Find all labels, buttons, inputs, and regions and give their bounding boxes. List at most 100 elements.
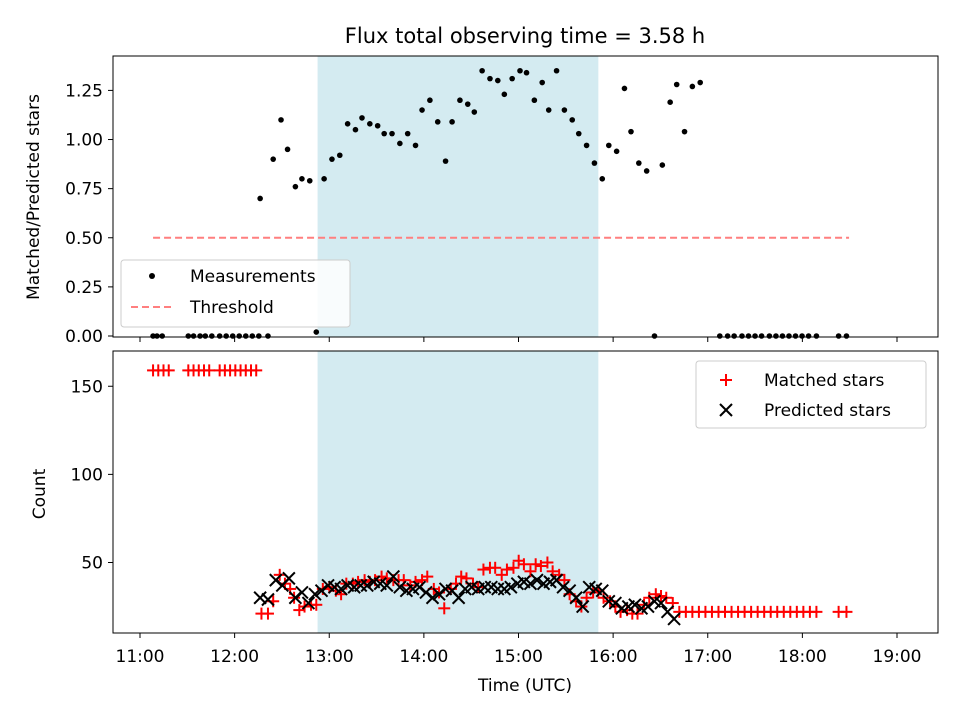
measurement-point bbox=[185, 333, 192, 339]
measurement-point bbox=[336, 152, 343, 159]
measurement-point bbox=[397, 140, 403, 147]
measurement-point bbox=[523, 69, 530, 76]
measurement-point bbox=[531, 97, 538, 104]
x-axis-label: Time (UTC) bbox=[477, 676, 572, 696]
predicted-star-point bbox=[575, 599, 590, 614]
measurement-point bbox=[545, 107, 552, 113]
ratio-panel-frame bbox=[112, 55, 939, 338]
measurement-point bbox=[404, 130, 411, 137]
measurement-point bbox=[381, 130, 387, 137]
measurement-point bbox=[724, 333, 731, 339]
predicted-star-point bbox=[386, 569, 401, 584]
legend-threshold-label: Threshold bbox=[189, 298, 274, 318]
predicted-star-point bbox=[393, 580, 407, 594]
measurement-point bbox=[190, 333, 197, 339]
predicted-star-point bbox=[628, 598, 642, 612]
predicted-star-point bbox=[425, 591, 440, 605]
matched-star-point bbox=[534, 560, 547, 573]
measurement-point bbox=[758, 333, 765, 339]
measurement-point bbox=[766, 333, 773, 339]
measurement-point bbox=[389, 130, 395, 137]
measurement-point bbox=[697, 79, 703, 86]
x-tick-label: 15:00 bbox=[494, 647, 543, 667]
measurement-point bbox=[575, 130, 582, 137]
predicted-star-point bbox=[282, 571, 296, 586]
predicted-star-point bbox=[569, 591, 583, 605]
measurement-point bbox=[344, 121, 351, 127]
predicted-star-point bbox=[530, 573, 544, 587]
ratio-y-tick-label: 0.00 bbox=[65, 327, 103, 347]
measurement-point bbox=[779, 333, 786, 339]
predicted-star-point bbox=[261, 592, 275, 607]
predicted-star-point bbox=[308, 587, 322, 601]
measurement-point bbox=[786, 333, 792, 339]
matched-star-point bbox=[162, 364, 175, 377]
legend-measurements-marker bbox=[149, 273, 155, 279]
measurement-point bbox=[306, 177, 313, 184]
measurement-point bbox=[209, 333, 215, 339]
measurement-point bbox=[628, 128, 634, 135]
measurement-point bbox=[599, 176, 606, 182]
matched-star-point bbox=[643, 591, 656, 604]
measurement-point bbox=[434, 119, 441, 125]
ratio-y-tick-label: 0.50 bbox=[65, 229, 103, 249]
matched-star-point bbox=[261, 607, 274, 620]
measurement-point bbox=[689, 83, 696, 90]
measurement-point bbox=[374, 122, 381, 129]
measurement-point bbox=[242, 333, 249, 339]
x-tick-label: 13:00 bbox=[305, 647, 354, 667]
x-tick-label: 19:00 bbox=[873, 647, 922, 667]
measurement-point bbox=[745, 333, 752, 339]
measurement-point bbox=[313, 329, 320, 335]
count-panel-frame bbox=[112, 350, 939, 634]
measurement-point bbox=[731, 333, 737, 339]
measurement-point bbox=[367, 121, 373, 127]
legend-predicted-marker bbox=[719, 403, 733, 417]
measurement-point bbox=[773, 333, 779, 339]
legend-matched-marker bbox=[720, 374, 732, 386]
measurement-point bbox=[667, 99, 673, 105]
x-tick-label: 17:00 bbox=[683, 647, 732, 667]
measurement-point bbox=[651, 333, 658, 339]
measurement-point bbox=[321, 176, 327, 182]
measurement-point bbox=[805, 333, 812, 339]
x-tick-label: 12:00 bbox=[210, 647, 259, 667]
predicted-star-point bbox=[301, 596, 316, 610]
measurement-point bbox=[442, 158, 449, 164]
matched-star-point bbox=[203, 364, 216, 377]
measurement-point bbox=[752, 333, 758, 339]
measurement-point bbox=[299, 176, 305, 182]
measurement-point bbox=[154, 333, 160, 339]
ratio-y-tick-label: 0.25 bbox=[65, 278, 103, 298]
measurement-point bbox=[457, 97, 463, 104]
matched-star-point bbox=[310, 598, 323, 611]
predicted-star-point bbox=[504, 580, 518, 594]
measurement-point bbox=[517, 67, 523, 74]
ratio-legend: Measurements Threshold bbox=[120, 259, 351, 328]
predicted-star-point bbox=[451, 591, 466, 605]
measurement-point bbox=[197, 333, 203, 339]
predicted-star-point bbox=[334, 582, 348, 596]
measurement-point bbox=[236, 333, 243, 339]
measurement-point bbox=[216, 333, 223, 339]
measurement-point bbox=[256, 333, 262, 339]
matched-star-point bbox=[495, 568, 508, 581]
observing-window-shade bbox=[317, 56, 599, 337]
measurement-point bbox=[359, 115, 365, 121]
count-y-tick-label: 150 bbox=[71, 377, 103, 397]
observing-window-shade-lower bbox=[317, 351, 599, 633]
measurement-point bbox=[509, 75, 515, 82]
count-legend-box bbox=[695, 360, 927, 429]
x-tick-label: 16:00 bbox=[589, 647, 638, 667]
matched-star-point bbox=[455, 570, 468, 583]
ratio-y-tick-label: 0.75 bbox=[65, 180, 103, 200]
chart-title: Flux total observing time = 3.58 h bbox=[345, 24, 705, 48]
predicted-star-point bbox=[595, 583, 609, 598]
matched-star-point bbox=[597, 591, 610, 604]
measurement-point bbox=[159, 333, 165, 339]
measurement-point bbox=[494, 77, 501, 84]
ratio-y-tick-label: 1.00 bbox=[65, 131, 103, 151]
measurement-point bbox=[257, 195, 263, 202]
matched-star-point bbox=[507, 561, 520, 574]
legend-measurements-label: Measurements bbox=[190, 267, 316, 287]
